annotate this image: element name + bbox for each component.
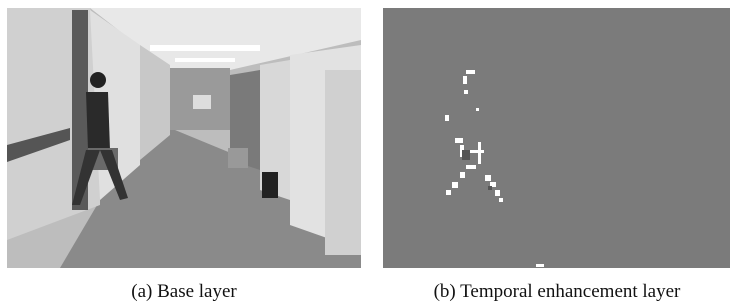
caption: (a) Base layer — [131, 281, 237, 302]
caption: (b) Temporal enhancement layer — [434, 281, 681, 302]
enhancement-layer-image — [383, 8, 730, 268]
page: (a) Base layer (b) Temporal enhancement … — [0, 0, 735, 307]
base-layer-image — [7, 8, 361, 268]
figure: (a) Base layer (b) Temporal enhancement … — [0, 0, 735, 307]
